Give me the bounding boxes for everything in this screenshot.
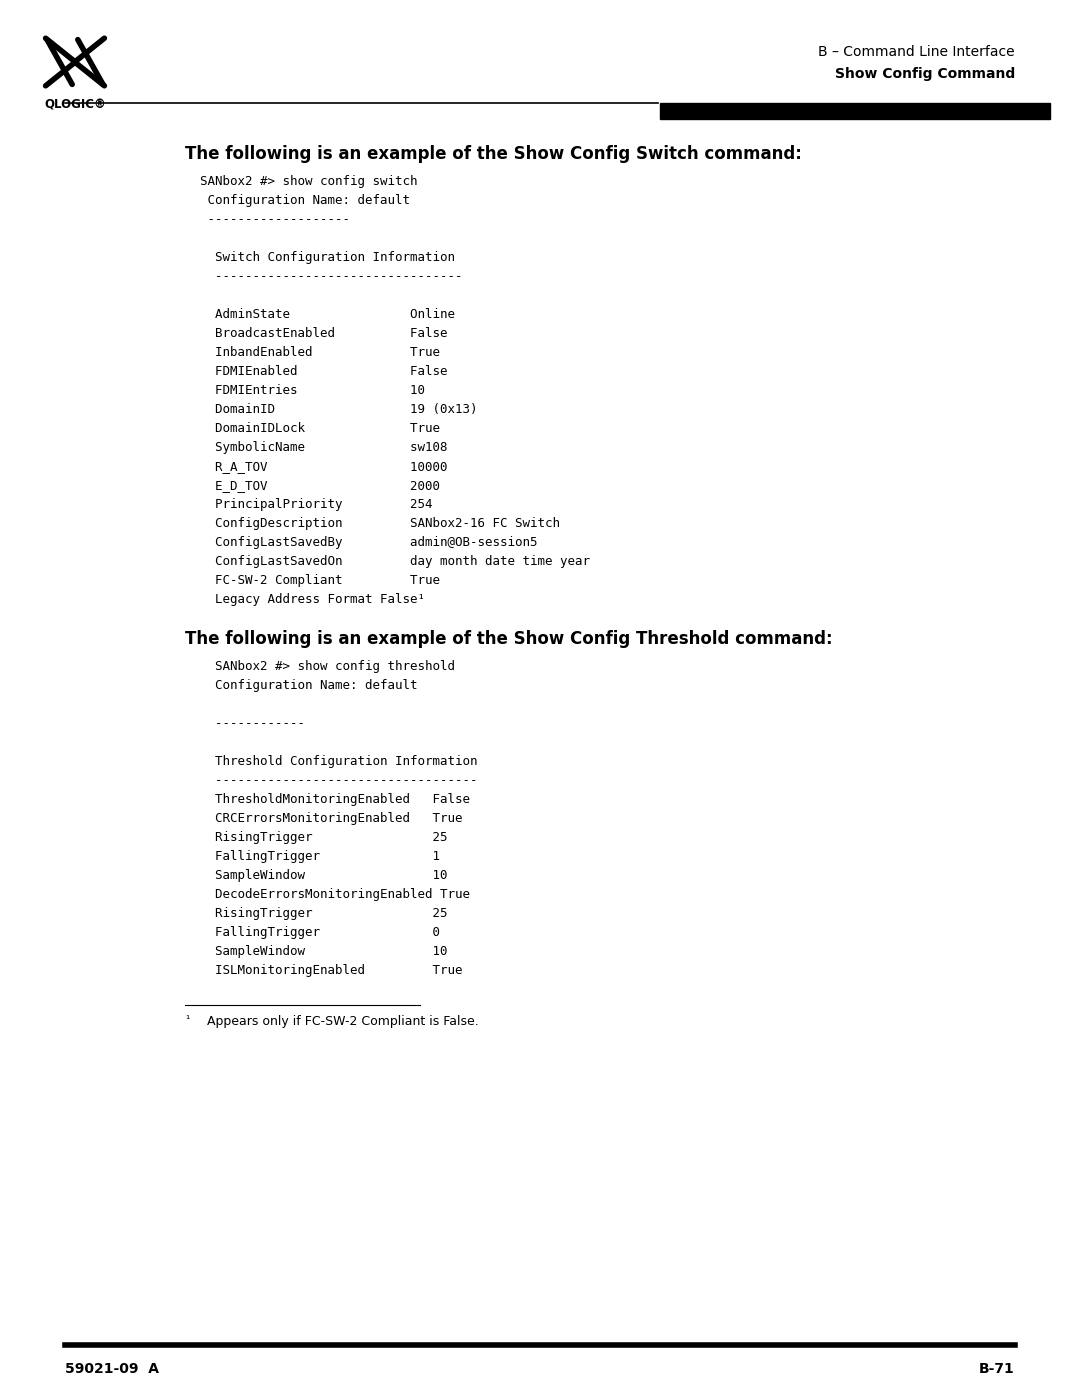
Text: ConfigLastSavedOn         day month date time year: ConfigLastSavedOn day month date time ye…: [200, 555, 590, 569]
Text: SampleWindow                 10: SampleWindow 10: [200, 944, 447, 958]
Text: Configuration Name: default: Configuration Name: default: [200, 679, 418, 692]
Text: FC-SW-2 Compliant         True: FC-SW-2 Compliant True: [200, 574, 440, 587]
Text: Configuration Name: default: Configuration Name: default: [200, 194, 410, 207]
Text: -----------------------------------: -----------------------------------: [200, 774, 477, 787]
Text: Threshold Configuration Information: Threshold Configuration Information: [200, 754, 477, 768]
Text: DecodeErrorsMonitoringEnabled True: DecodeErrorsMonitoringEnabled True: [200, 888, 470, 901]
Text: Appears only if FC-SW-2 Compliant is False.: Appears only if FC-SW-2 Compliant is Fal…: [199, 1016, 478, 1028]
Text: R_A_TOV                   10000: R_A_TOV 10000: [200, 460, 447, 474]
Bar: [660, 103, 1050, 119]
Text: FDMIEntries               10: FDMIEntries 10: [200, 384, 426, 397]
Text: B – Command Line Interface: B – Command Line Interface: [819, 45, 1015, 59]
Text: SymbolicName              sw108: SymbolicName sw108: [200, 441, 447, 454]
Text: SANbox2 #> show config threshold: SANbox2 #> show config threshold: [200, 659, 455, 673]
Text: ¹: ¹: [185, 1016, 189, 1025]
Text: QLOGIC®: QLOGIC®: [44, 98, 106, 110]
Text: ISLMonitoringEnabled         True: ISLMonitoringEnabled True: [200, 964, 462, 977]
Text: E_D_TOV                   2000: E_D_TOV 2000: [200, 479, 440, 492]
Text: B-71: B-71: [980, 1362, 1015, 1376]
Text: BroadcastEnabled          False: BroadcastEnabled False: [200, 327, 447, 339]
Text: The following is an example of the Show Config Switch command:: The following is an example of the Show …: [185, 145, 801, 163]
Text: RisingTrigger                25: RisingTrigger 25: [200, 907, 447, 921]
Text: CRCErrorsMonitoringEnabled   True: CRCErrorsMonitoringEnabled True: [200, 812, 462, 826]
Text: ------------: ------------: [200, 717, 305, 731]
Text: Legacy Address Format False¹: Legacy Address Format False¹: [200, 592, 426, 606]
Text: -------------------: -------------------: [200, 212, 350, 226]
Text: AdminState                Online: AdminState Online: [200, 307, 455, 321]
Text: SANbox2 #> show config switch: SANbox2 #> show config switch: [200, 175, 418, 189]
Text: The following is an example of the Show Config Threshold command:: The following is an example of the Show …: [185, 630, 833, 648]
Text: ConfigDescription         SANbox2-16 FC Switch: ConfigDescription SANbox2-16 FC Switch: [200, 517, 561, 529]
Text: InbandEnabled             True: InbandEnabled True: [200, 346, 440, 359]
Text: FallingTrigger               0: FallingTrigger 0: [200, 926, 440, 939]
Text: RisingTrigger                25: RisingTrigger 25: [200, 831, 447, 844]
Text: PrincipalPriority         254: PrincipalPriority 254: [200, 497, 432, 511]
Text: ConfigLastSavedBy         admin@OB-session5: ConfigLastSavedBy admin@OB-session5: [200, 536, 538, 549]
Text: DomainIDLock              True: DomainIDLock True: [200, 422, 440, 434]
Text: ThresholdMonitoringEnabled   False: ThresholdMonitoringEnabled False: [200, 793, 470, 806]
Text: SampleWindow                 10: SampleWindow 10: [200, 869, 447, 882]
Text: 59021-09  A: 59021-09 A: [65, 1362, 159, 1376]
Text: FDMIEnabled               False: FDMIEnabled False: [200, 365, 447, 379]
Text: Switch Configuration Information: Switch Configuration Information: [200, 251, 455, 264]
Text: DomainID                  19 (0x13): DomainID 19 (0x13): [200, 402, 477, 416]
Text: ---------------------------------: ---------------------------------: [200, 270, 462, 284]
Text: Show Config Command: Show Config Command: [835, 67, 1015, 81]
Text: FallingTrigger               1: FallingTrigger 1: [200, 849, 440, 863]
